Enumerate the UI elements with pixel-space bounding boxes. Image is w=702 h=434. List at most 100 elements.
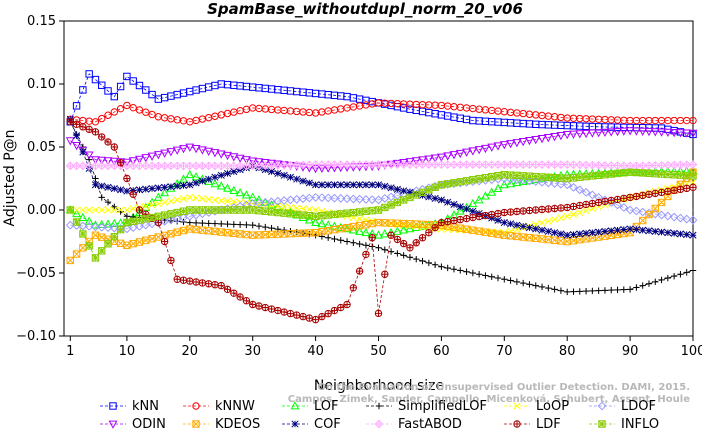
data-point — [562, 131, 572, 140]
data-point — [349, 284, 358, 292]
data-point — [91, 254, 100, 262]
data-point — [104, 240, 112, 248]
data-point — [317, 193, 327, 203]
data-point — [664, 274, 672, 282]
data-point — [198, 84, 207, 93]
data-point — [98, 206, 106, 214]
data-point — [116, 104, 125, 113]
data-point — [444, 198, 452, 206]
series-kdeos — [66, 168, 697, 265]
data-point — [532, 225, 540, 233]
data-point — [456, 226, 464, 234]
data-point — [78, 212, 88, 221]
data-point — [167, 183, 175, 191]
data-point — [72, 120, 81, 128]
data-point — [236, 221, 244, 228]
series-loop — [66, 178, 697, 237]
data-point — [563, 237, 571, 246]
data-point — [457, 267, 464, 274]
data-point — [538, 283, 546, 291]
legend-item: LDOF — [589, 399, 656, 414]
data-point — [670, 272, 678, 280]
data-point — [613, 169, 622, 178]
data-point — [380, 229, 390, 238]
data-point — [330, 210, 339, 219]
legend-item: LoOP — [504, 399, 569, 414]
legend-label: kNN — [132, 399, 159, 414]
data-point — [129, 103, 137, 112]
data-point — [369, 243, 376, 250]
data-point — [242, 206, 251, 214]
data-point — [242, 105, 251, 114]
data-point — [638, 169, 647, 177]
legend-marker — [108, 420, 118, 429]
data-point — [268, 224, 275, 232]
data-point — [128, 157, 138, 166]
data-point — [110, 108, 119, 116]
data-point — [299, 211, 307, 219]
data-point — [104, 183, 112, 191]
data-point — [342, 194, 352, 204]
data-point — [267, 208, 276, 216]
data-point — [66, 118, 74, 126]
data-point — [117, 186, 125, 194]
data-point — [399, 239, 408, 248]
data-point — [179, 195, 188, 203]
data-point — [223, 285, 232, 293]
data-point — [545, 284, 552, 292]
data-point — [607, 196, 615, 205]
data-point — [431, 194, 439, 202]
data-point — [154, 184, 162, 192]
data-point — [324, 226, 332, 235]
data-point — [91, 231, 100, 239]
data-point — [431, 183, 439, 192]
data-point — [367, 195, 377, 205]
data-point — [305, 314, 314, 322]
data-point — [450, 266, 458, 273]
data-point — [304, 215, 314, 224]
data-point — [638, 127, 648, 136]
data-point — [323, 193, 333, 203]
data-point — [349, 181, 357, 189]
data-point — [204, 83, 213, 91]
data-point — [443, 180, 452, 188]
data-point — [72, 142, 82, 151]
data-point — [405, 224, 415, 233]
data-point — [626, 286, 634, 293]
data-point — [223, 197, 232, 205]
data-point — [129, 190, 137, 198]
data-point — [211, 220, 219, 227]
data-point — [581, 129, 591, 139]
data-point — [688, 160, 698, 170]
data-point — [556, 179, 566, 189]
data-point — [469, 207, 477, 215]
data-point — [116, 158, 126, 167]
data-point — [229, 153, 239, 162]
data-point — [148, 110, 156, 119]
data-point — [469, 269, 477, 277]
data-point — [525, 206, 534, 215]
data-point — [330, 225, 339, 234]
data-point — [79, 123, 87, 131]
data-point — [450, 179, 458, 187]
data-point — [142, 215, 150, 223]
data-point — [551, 216, 559, 224]
data-point — [179, 145, 188, 154]
data-point — [394, 250, 401, 257]
data-point — [551, 229, 559, 237]
data-point — [507, 277, 514, 284]
data-point — [343, 181, 351, 189]
data-point — [103, 223, 113, 233]
data-point — [185, 143, 195, 152]
legend-label: LOF — [314, 399, 339, 414]
data-point — [576, 236, 584, 244]
data-point — [299, 177, 307, 185]
data-point — [506, 208, 515, 216]
data-point — [305, 179, 313, 187]
data-point — [179, 89, 188, 97]
data-point — [613, 226, 622, 234]
data-point — [318, 227, 326, 236]
data-point — [569, 202, 578, 211]
data-point — [631, 127, 641, 136]
